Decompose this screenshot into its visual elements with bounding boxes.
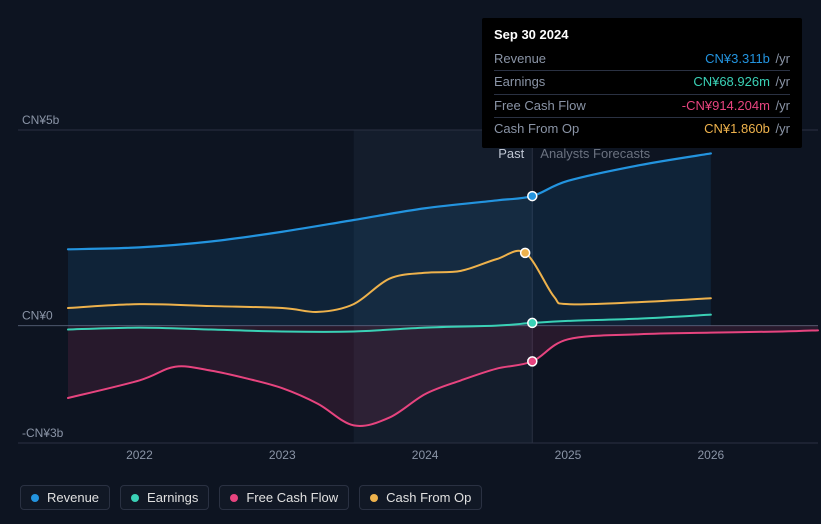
tooltip-date: Sep 30 2024: [494, 26, 790, 44]
tooltip-row-value: -CN¥914.204m /yr: [682, 97, 790, 115]
x-axis-label: 2022: [126, 448, 153, 462]
legend-label: Revenue: [47, 490, 99, 505]
legend-dot-icon: [370, 494, 378, 502]
forecast-label: Analysts Forecasts: [540, 146, 650, 161]
tooltip-row: Revenue CN¥3.311b /yr: [494, 48, 790, 70]
y-axis-label: -CN¥3b: [22, 426, 64, 440]
tooltip-row-value: CN¥68.926m /yr: [693, 73, 790, 91]
legend-label: Free Cash Flow: [246, 490, 338, 505]
y-axis-label: CN¥5b: [22, 113, 60, 127]
chart-legend: Revenue Earnings Free Cash Flow Cash From O…: [20, 485, 482, 510]
financial-chart: CN¥5b CN¥0 -CN¥3b 2022 2023 2024 2025 2026 Past A…: [18, 0, 804, 524]
tooltip-row-label: Earnings: [494, 73, 545, 91]
legend-dot-icon: [230, 494, 238, 502]
tooltip-row-label: Revenue: [494, 50, 546, 68]
x-axis-label: 2026: [698, 448, 725, 462]
x-axis-label: 2023: [269, 448, 296, 462]
legend-item-revenue[interactable]: Revenue: [20, 485, 110, 510]
legend-item-free-cash-flow[interactable]: Free Cash Flow: [219, 485, 349, 510]
tooltip-row-value: CN¥3.311b /yr: [705, 50, 790, 68]
tooltip-row-label: Free Cash Flow: [494, 97, 586, 115]
past-label: Past: [498, 146, 524, 161]
legend-item-earnings[interactable]: Earnings: [120, 485, 209, 510]
legend-label: Cash From Op: [386, 490, 471, 505]
chart-tooltip: Sep 30 2024 Revenue CN¥3.311b /yr Earnings…: [482, 18, 802, 148]
legend-dot-icon: [131, 494, 139, 502]
y-axis-label: CN¥0: [22, 309, 53, 323]
legend-dot-icon: [31, 494, 39, 502]
tooltip-row: Free Cash Flow -CN¥914.204m /yr: [494, 94, 790, 117]
legend-label: Earnings: [147, 490, 198, 505]
tooltip-row-value: CN¥1.860b /yr: [704, 120, 790, 138]
legend-item-cash-from-op[interactable]: Cash From Op: [359, 485, 482, 510]
x-axis-label: 2024: [412, 448, 439, 462]
x-axis-label: 2025: [555, 448, 582, 462]
tooltip-row-label: Cash From Op: [494, 120, 579, 138]
tooltip-row: Earnings CN¥68.926m /yr: [494, 70, 790, 93]
tooltip-row: Cash From Op CN¥1.860b /yr: [494, 117, 790, 140]
